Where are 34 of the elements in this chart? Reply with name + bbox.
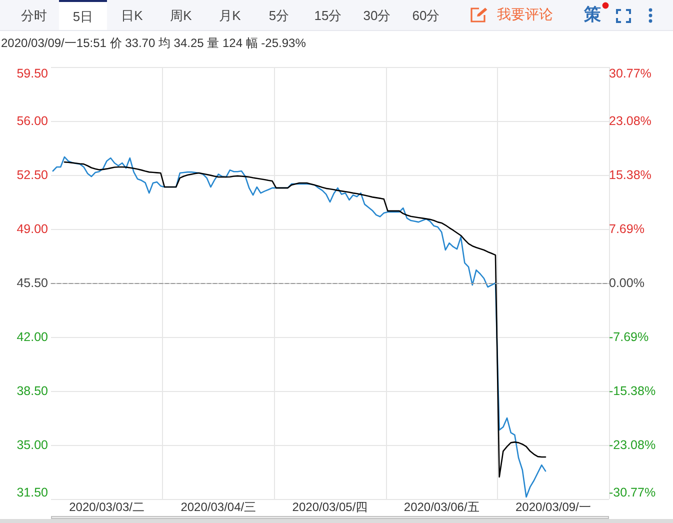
y2-tick-label: -23.08% — [609, 438, 656, 452]
y2-tick-label: 7.69% — [609, 222, 644, 236]
y-tick-label: 38.50 — [16, 384, 48, 398]
y2-tick-label: 0.00% — [609, 276, 644, 290]
tab[interactable]: 5日 — [59, 0, 107, 30]
y-tick-label: 52.50 — [16, 168, 48, 182]
x-tick-label: 2020/03/04/三 — [180, 500, 256, 514]
tab[interactable]: 日K — [108, 0, 156, 30]
y-tick-label: 42.00 — [16, 330, 48, 344]
y-tick-label: 31.50 — [16, 486, 48, 500]
text: 2020/03/09/一15:51 价 33.70 均 34.25 量 124 幅 -25.93% — [1, 36, 306, 50]
tab[interactable]: 60分 — [402, 0, 450, 30]
y2-tick-label: 23.08% — [609, 114, 652, 128]
tab[interactable]: 15分 — [304, 0, 352, 30]
x-tick-label: 2020/03/03/二 — [69, 500, 145, 514]
tab[interactable]: 30分 — [353, 0, 401, 30]
tab[interactable]: 月K — [206, 0, 254, 30]
text: 策 — [584, 5, 601, 25]
tab[interactable]: 5分 — [255, 0, 303, 30]
tab[interactable]: 周K — [157, 0, 205, 30]
y-tick-label: 35.00 — [16, 438, 48, 452]
tab[interactable]: 分时 — [10, 0, 58, 30]
y2-tick-label: 30.77% — [609, 66, 652, 80]
x-tick-label: 2020/03/06/五 — [404, 500, 480, 514]
y2-tick-label: -15.38% — [609, 384, 656, 398]
x-tick-label: 2020/03/05/四 — [292, 500, 368, 514]
y-tick-label: 45.50 — [16, 276, 48, 290]
y-tick-label: 59.50 — [16, 66, 48, 80]
y-tick-label: 56.00 — [16, 114, 48, 128]
y2-tick-label: -30.77% — [609, 486, 656, 500]
x-tick-label: 2020/03/09/一 — [515, 500, 591, 514]
y-tick-label: 49.00 — [16, 222, 48, 236]
y2-tick-label: -7.69% — [609, 330, 649, 344]
y2-tick-label: 15.38% — [609, 168, 652, 182]
